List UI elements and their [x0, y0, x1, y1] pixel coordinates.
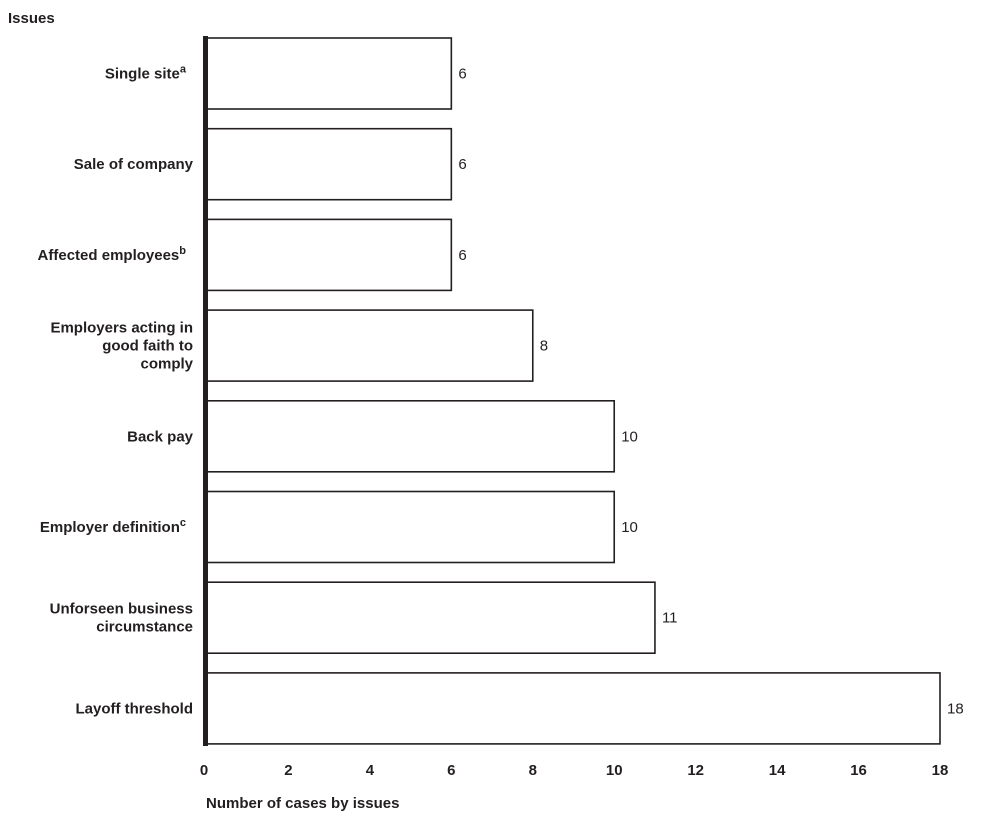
x-tick-label: 2	[284, 762, 292, 779]
data-label: 6	[458, 247, 466, 264]
category-label-line: circumstance	[96, 619, 193, 636]
bar	[206, 218, 453, 292]
data-label: 6	[458, 66, 466, 83]
x-tick-labels-group: 0 2 4 6 8 10 12 14 16 18	[200, 762, 949, 779]
category-label-line: comply	[140, 356, 193, 373]
data-label: 11	[662, 610, 678, 627]
data-label: 10	[621, 428, 638, 445]
category-label-line: good faith to	[102, 338, 193, 355]
category-label: Sale of company	[74, 156, 194, 173]
data-label: 8	[540, 338, 548, 355]
x-tick-label: 4	[366, 762, 375, 779]
bar	[206, 490, 616, 564]
category-footnote-marker: c	[180, 517, 186, 529]
x-tick-label: 12	[687, 762, 704, 779]
data-label: 10	[621, 519, 638, 536]
data-label: 18	[947, 700, 964, 717]
category-label: Unforseen business circumstance	[50, 601, 193, 636]
bar	[206, 309, 534, 382]
bars-group	[206, 37, 941, 745]
x-axis-label: Number of cases by issues	[206, 795, 399, 812]
category-label: Back pay	[127, 428, 194, 445]
bar	[206, 37, 453, 110]
category-footnote-marker: a	[180, 64, 187, 76]
category-label-line: Layoff threshold	[75, 700, 193, 717]
x-tick-label: 6	[447, 762, 455, 779]
x-tick-label: 18	[932, 762, 949, 779]
x-tick-label: 10	[606, 762, 623, 779]
category-labels-group: Single sitea Sale of company Affected empl…	[38, 64, 194, 718]
bar	[206, 399, 616, 473]
x-tick-label: 14	[769, 762, 786, 779]
category-label-line: Single site	[105, 66, 180, 83]
category-label-line: Back pay	[127, 428, 194, 445]
category-label: Layoff threshold	[75, 700, 193, 717]
category-label: Employers acting in good faith to comply	[50, 320, 193, 373]
category-label-line: Affected employees	[38, 247, 180, 264]
category-label: Employer definitionc	[40, 517, 186, 536]
x-tick-label: 8	[529, 762, 537, 779]
bar	[206, 581, 656, 655]
data-label: 6	[458, 156, 466, 173]
category-label-line: Employers acting in	[50, 320, 193, 337]
category-label-line: Employer definition	[40, 519, 180, 536]
bar	[206, 127, 453, 201]
category-label: Single sitea	[105, 64, 187, 83]
category-label: Affected employeesb	[38, 245, 187, 264]
chart-title: Issues	[8, 10, 55, 27]
x-tick-label: 0	[200, 762, 208, 779]
bar	[206, 672, 941, 745]
category-label-line: Sale of company	[74, 156, 194, 173]
x-tick-label: 16	[850, 762, 867, 779]
category-footnote-marker: b	[179, 245, 186, 257]
data-labels-group: 6 6 6 8 10 10 11 18	[458, 66, 963, 718]
category-label-line: Unforseen business	[50, 601, 193, 618]
